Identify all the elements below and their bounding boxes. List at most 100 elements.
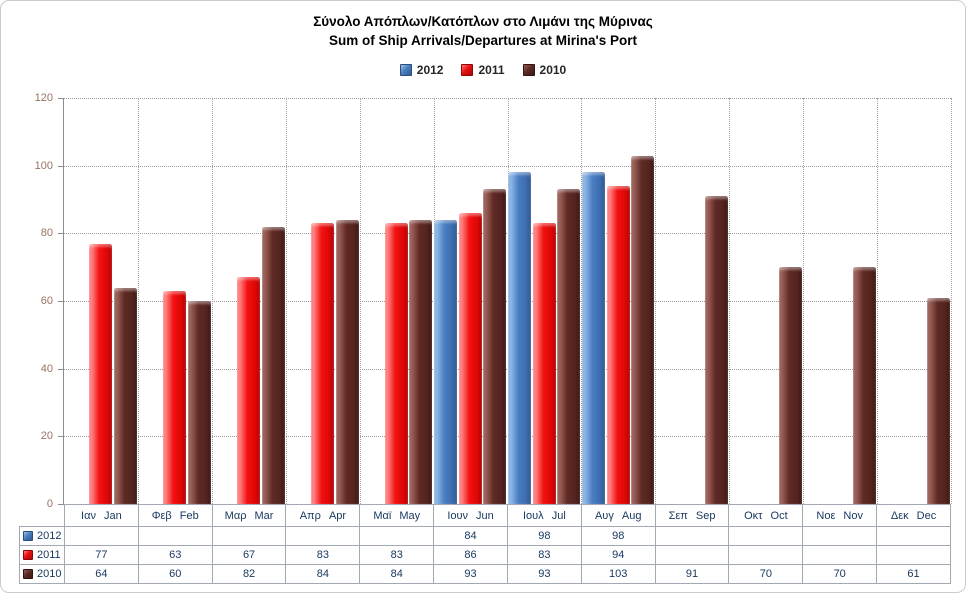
cell-2010-may: 84 xyxy=(359,564,435,584)
v-gridline-12 xyxy=(951,98,952,504)
v-gridline-10 xyxy=(803,98,804,504)
bar-2012-jun[interactable] xyxy=(434,219,458,504)
bar-2010-dec[interactable] xyxy=(926,297,950,504)
cell-2011-jun: 86 xyxy=(433,545,508,565)
h-gridline-100 xyxy=(64,165,951,167)
y-axis-tick-20 xyxy=(58,436,63,438)
bar-2011-may[interactable] xyxy=(384,223,408,504)
y-axis-tick-80 xyxy=(58,233,63,235)
table-row-2012: 2012 84 98 98 xyxy=(19,526,951,546)
bar-2010-oct[interactable] xyxy=(779,267,803,504)
y-axis-tick-40 xyxy=(58,368,63,370)
cell-2011-aug: 94 xyxy=(580,545,656,565)
cell-2010-mar: 82 xyxy=(211,564,287,584)
cell-2012-may xyxy=(359,526,435,546)
y-axis-tick-120 xyxy=(58,98,63,99)
table-header-oct: Οκτ Oct xyxy=(728,504,804,527)
bar-2011-jul[interactable] xyxy=(532,223,556,504)
legend-item-2010[interactable]: 2010 xyxy=(522,63,567,77)
cell-2010-sep: 91 xyxy=(654,564,730,584)
table-legend-key-2010-icon xyxy=(23,569,33,579)
v-gridline-2 xyxy=(212,98,213,504)
legend-item-2012[interactable]: 2012 xyxy=(399,63,444,77)
y-axis-label-120: 120 xyxy=(34,92,53,104)
bar-2011-feb[interactable] xyxy=(163,290,187,505)
y-axis-label-20: 20 xyxy=(40,430,53,443)
cell-2011-sep xyxy=(654,545,730,565)
bar-2010-apr[interactable] xyxy=(335,219,359,504)
table-header-nov: Νοε Nov xyxy=(802,504,878,527)
bar-2010-jul[interactable] xyxy=(557,189,581,504)
bar-2011-jan[interactable] xyxy=(89,243,113,504)
y-axis-label-60: 60 xyxy=(40,295,53,307)
bar-2010-sep[interactable] xyxy=(705,196,729,504)
cell-2010-jul: 93 xyxy=(506,564,582,584)
table-header-aug: Αυγ Aug xyxy=(580,504,656,527)
cell-2011-may: 83 xyxy=(359,545,435,565)
table-series-label-2011: 2011 xyxy=(19,545,65,565)
chart-title-greek: Σύνολο Απόπλων/Κατόπλων στο Λιμάνι της Μ… xyxy=(313,14,653,29)
table-row-2010: 2010 64 60 82 84 84 93 93 103 91 70 70 61 xyxy=(19,564,951,584)
cell-2012-aug: 98 xyxy=(580,526,656,546)
cell-2010-aug: 103 xyxy=(580,564,656,584)
cell-2010-feb: 60 xyxy=(137,564,213,584)
bar-2011-aug[interactable] xyxy=(606,186,630,504)
data-table: Ιαν Jan Φεβ Feb Μαρ Mar Απρ Apr Μαϊ May Ιουν … xyxy=(19,504,951,584)
bar-2011-mar[interactable] xyxy=(237,277,261,504)
bar-2011-apr[interactable] xyxy=(310,223,334,504)
cell-2011-jul: 83 xyxy=(506,545,582,565)
table-header-jun: Ιουν Jun xyxy=(433,504,508,527)
bar-2010-may[interactable] xyxy=(409,219,433,504)
chart-title-english: Sum of Ship Arrivals/Departures at Mirin… xyxy=(328,33,638,48)
bar-2012-jul[interactable] xyxy=(508,172,532,504)
cell-2012-nov xyxy=(802,526,878,546)
cell-2011-apr: 83 xyxy=(285,545,361,565)
cell-2012-jun: 84 xyxy=(433,526,508,546)
y-axis-label-100: 100 xyxy=(34,159,53,172)
cell-2011-jan: 77 xyxy=(64,545,139,565)
cell-2010-jun: 93 xyxy=(433,564,508,584)
bar-2010-jan[interactable] xyxy=(113,287,137,504)
table-header-sep: Σεπ Sep xyxy=(654,504,730,527)
cell-2010-dec: 61 xyxy=(876,564,951,584)
cell-2012-jan xyxy=(64,526,139,546)
y-axis-label-40: 40 xyxy=(40,362,53,375)
y-axis-tick-60 xyxy=(58,301,63,302)
v-gridline-4 xyxy=(360,98,361,504)
cell-2012-apr xyxy=(285,526,361,546)
table-legend-key-2011-icon xyxy=(23,550,33,560)
y-axis-label-0: 0 xyxy=(46,498,53,510)
cell-2012-sep xyxy=(654,526,730,546)
table-header-dec: Δεκ Dec xyxy=(876,504,951,527)
bar-2010-aug[interactable] xyxy=(631,155,655,504)
cell-2011-feb: 63 xyxy=(137,545,213,565)
bar-2010-nov[interactable] xyxy=(852,267,876,504)
v-gridline-3 xyxy=(286,98,287,504)
bar-2012-aug[interactable] xyxy=(581,172,605,504)
v-gridline-9 xyxy=(729,98,730,504)
legend-label-2011: 2011 xyxy=(478,63,505,77)
v-gridline-1 xyxy=(138,98,139,504)
legend: 2012 2011 2010 xyxy=(1,63,965,77)
v-gridline-8 xyxy=(655,98,656,504)
table-header-feb: Φεβ Feb xyxy=(137,504,213,527)
cell-2012-dec xyxy=(876,526,951,546)
bar-2010-jun[interactable] xyxy=(483,189,507,504)
cell-2010-apr: 84 xyxy=(285,564,361,584)
y-axis-tick-100 xyxy=(58,165,63,167)
cell-2011-oct xyxy=(728,545,804,565)
h-gridline-60 xyxy=(64,301,951,302)
legend-label-2010: 2010 xyxy=(539,63,567,77)
legend-item-2011[interactable]: 2011 xyxy=(461,63,505,77)
y-axis-tick-0 xyxy=(58,504,63,505)
chart-data-table: Ιαν Jan Φεβ Feb Μαρ Mar Απρ Apr Μαϊ May Ιουν … xyxy=(19,504,951,584)
h-gridline-120 xyxy=(64,98,951,99)
cell-2011-dec xyxy=(876,545,951,565)
legend-label-2012: 2012 xyxy=(416,63,444,77)
bar-2010-mar[interactable] xyxy=(261,226,285,504)
bar-2010-feb[interactable] xyxy=(187,301,211,504)
bar-2011-jun[interactable] xyxy=(458,213,482,504)
v-gridline-11 xyxy=(877,98,878,504)
